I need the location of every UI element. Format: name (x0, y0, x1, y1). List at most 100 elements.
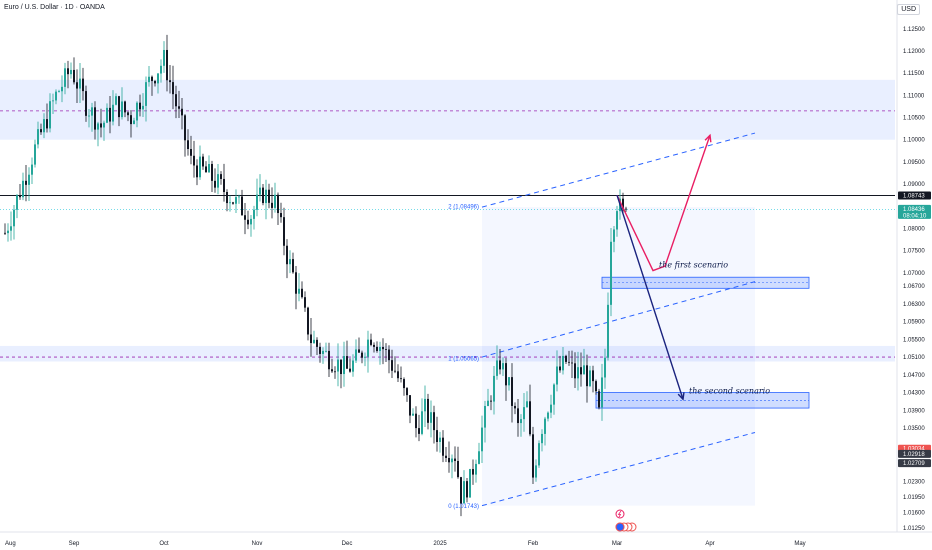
candle-body (352, 360, 354, 372)
candle-body (214, 180, 216, 188)
candle-body (466, 481, 468, 498)
candle-body (400, 378, 402, 380)
candle-body (268, 189, 270, 203)
candle-body (241, 196, 243, 216)
fib-label-1: 1 (1.05065) (448, 357, 479, 363)
candle-body (205, 166, 207, 173)
candle-body (472, 469, 474, 475)
price-badge-label-2: 1.03034 (903, 447, 925, 453)
candle-body (364, 356, 366, 358)
candle-body (283, 217, 285, 246)
candle-body (382, 346, 384, 350)
candle-body (94, 107, 96, 130)
candle-body (160, 65, 162, 74)
candle-body (493, 375, 495, 402)
candle-body (448, 457, 450, 463)
candle-body (133, 120, 135, 125)
price-tick-21: 1.01950 (903, 495, 925, 501)
candle-body (301, 288, 303, 298)
lightning-icon[interactable] (615, 509, 625, 519)
candle-body (169, 80, 171, 83)
candle-body (412, 413, 414, 416)
candle-body (580, 367, 582, 375)
candle-body (439, 437, 441, 442)
candle-body (22, 180, 24, 198)
candle-body (121, 101, 123, 118)
candle-body (223, 178, 225, 193)
candle-body (583, 365, 585, 375)
candle-body (172, 82, 174, 95)
price-tick-14: 1.05500 (903, 337, 925, 343)
price-badge-label-0: 1.08436 (903, 207, 925, 213)
horizontal-levels (0, 110, 895, 542)
candle-body (460, 477, 462, 504)
candle-body (568, 361, 570, 363)
candle-body (556, 366, 558, 385)
candle-body (379, 346, 381, 351)
candle-body (394, 370, 396, 372)
candle-body (100, 123, 102, 128)
fib-label-0: 2 (1.08496) (448, 204, 479, 210)
price-tick-23: 1.01250 (903, 526, 925, 532)
time-axis[interactable]: Aug Sep Oct Nov Dec 2025 Feb Mar Apr May (0, 531, 932, 550)
candle-body (202, 156, 204, 167)
candle-body (199, 156, 201, 178)
candle-body (592, 370, 594, 382)
price-badge-label-3: 1.02918 (903, 452, 925, 458)
candle-body (478, 451, 480, 464)
lightning-glyph (617, 510, 622, 518)
candle-body (151, 76, 153, 82)
candle-body (130, 115, 132, 125)
candle-body (55, 91, 57, 101)
candle-body (586, 365, 588, 387)
candle-body (82, 78, 84, 92)
candle-body (64, 68, 66, 87)
candle-body (427, 398, 429, 423)
candle-body (520, 419, 522, 424)
candle-body (397, 371, 399, 379)
price-axis[interactable]: 1.12500 1.12000 1.11500 1.11000 1.10500 1.100… (896, 0, 932, 550)
scenario-path-0 (616, 135, 711, 272)
candle-body (298, 288, 300, 294)
candle-body (271, 202, 273, 208)
candle-body (409, 395, 411, 416)
candle-body (217, 174, 219, 188)
candle-body (607, 304, 609, 358)
candle-body (571, 362, 573, 364)
candle-body (229, 202, 231, 204)
time-label-3: Nov (252, 541, 263, 547)
candle-body (7, 230, 9, 234)
candle-body (73, 69, 75, 83)
candle-body (34, 144, 36, 165)
time-label-6: Feb (528, 541, 539, 547)
candle-body (601, 377, 603, 408)
candle-body (166, 49, 168, 81)
price-badge-label-4: 1.02709 (903, 461, 925, 467)
time-label-8: Apr (705, 541, 714, 547)
candle-body (190, 149, 192, 156)
candle-body (76, 82, 78, 89)
candle-body (154, 81, 156, 84)
candle-body (502, 363, 504, 370)
event-markers[interactable] (615, 509, 637, 532)
event-marker-primary[interactable] (615, 522, 625, 532)
candle-body (547, 412, 549, 419)
time-label-7: Mar (612, 541, 622, 547)
candle-body (319, 346, 321, 354)
candle-body (178, 106, 180, 109)
candle-body (340, 359, 342, 375)
candle-body (595, 381, 597, 392)
candle-body (535, 465, 537, 478)
scenario-path-1 (616, 194, 684, 400)
zone-0 (0, 79, 895, 140)
candle-body (37, 129, 39, 145)
price-axis-bg (897, 0, 932, 532)
scenario-arrows: the first scenario the second scenario (616, 133, 770, 401)
candle-body (625, 208, 627, 210)
currency-button[interactable]: USD (897, 4, 920, 15)
candle-body (31, 164, 33, 175)
candle-body (58, 91, 60, 93)
trend-channel (481, 132, 756, 507)
channel-middle (481, 281, 756, 358)
